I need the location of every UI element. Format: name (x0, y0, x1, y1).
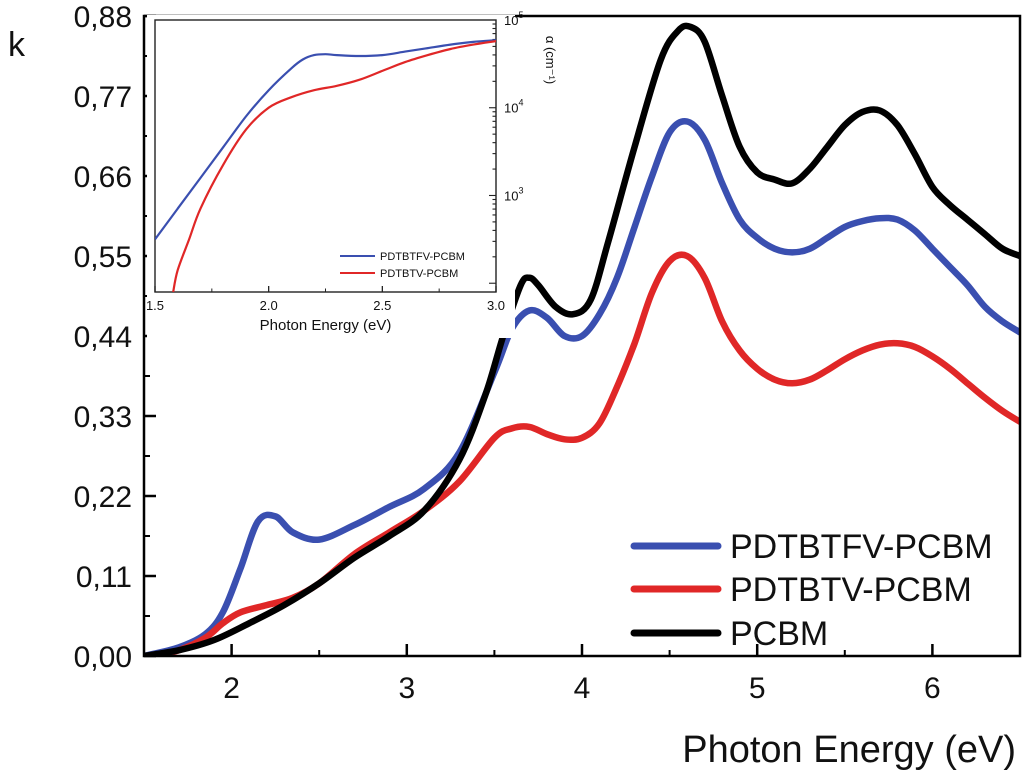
inset-y-tick-base: 10 (504, 13, 518, 28)
y-tick-label: 0,88 (74, 1, 132, 34)
main-series-group (144, 22, 1020, 656)
x-tick-label: 4 (574, 672, 591, 705)
inset-legend-label: PDTBTV-PCBM (380, 268, 458, 280)
main-legend: PDTBTFV-PCBM PDTBTV-PCBM PCBM (630, 528, 993, 653)
inset-y-tick-exponent: 5 (518, 10, 523, 20)
inset-x-tick-label: 1.5 (146, 298, 164, 313)
legend-label: PCBM (730, 615, 828, 653)
inset-y-tick-label: 105 (504, 10, 523, 28)
inset-legend-label: PDTBTFV-PCBM (380, 251, 465, 263)
legend-label: PDTBTV-PCBM (730, 571, 972, 609)
y-tick-label: 0,33 (74, 401, 132, 434)
inset-series-group (155, 39, 496, 292)
y-tick-label: 0,00 (74, 641, 132, 674)
inset-y-tick-exponent: 3 (518, 185, 523, 195)
series-line-pcbm (144, 22, 1020, 656)
inset-x-axis-label: Photon Energy (eV) (260, 317, 392, 334)
inset-x-tick-label: 2.0 (260, 298, 278, 313)
legend-label: PDTBTFV-PCBM (730, 528, 993, 566)
inset-y-axis-label: α (cm⁻¹) (543, 36, 558, 84)
x-tick-label: 2 (223, 672, 240, 705)
y-tick-label: 0,66 (74, 161, 132, 194)
y-axis-label: k (8, 26, 26, 64)
inset-x-tick-label: 2.5 (373, 298, 391, 313)
y-tick-label: 0,44 (74, 321, 132, 354)
x-tick-label: 5 (749, 672, 766, 705)
main-axes: 0,00 0,11 0,22 0,33 0,44 0,55 0,66 0,77 0,88 2 3 4 5… (8, 1, 1022, 771)
y-tick-label: 0,11 (76, 561, 132, 594)
series-line-pdtbtfv-pcbm (144, 117, 1020, 656)
y-tick-label: 0,22 (74, 481, 132, 514)
y-tick-label: 0,55 (74, 241, 132, 274)
inset-series-line-pdtbtv-pcbm (172, 40, 496, 292)
x-tick-label: 6 (924, 672, 941, 705)
inset-x-tick-label: 3.0 (487, 298, 505, 313)
inset-series-line-pdtbtfv-pcbm (155, 39, 496, 241)
inset-y-tick-label: 104 (504, 98, 523, 116)
inset-y-tick-label: 103 (504, 185, 523, 203)
x-axis-label: Photon Energy (eV) (682, 729, 1016, 771)
inset-y-tick-exponent: 4 (518, 98, 523, 108)
y-tick-label: 0,77 (74, 81, 132, 114)
x-tick-label: 3 (398, 672, 415, 705)
inset-y-tick-base: 10 (504, 188, 518, 203)
inset-background (147, 15, 515, 338)
inset-y-tick-base: 10 (504, 101, 518, 116)
